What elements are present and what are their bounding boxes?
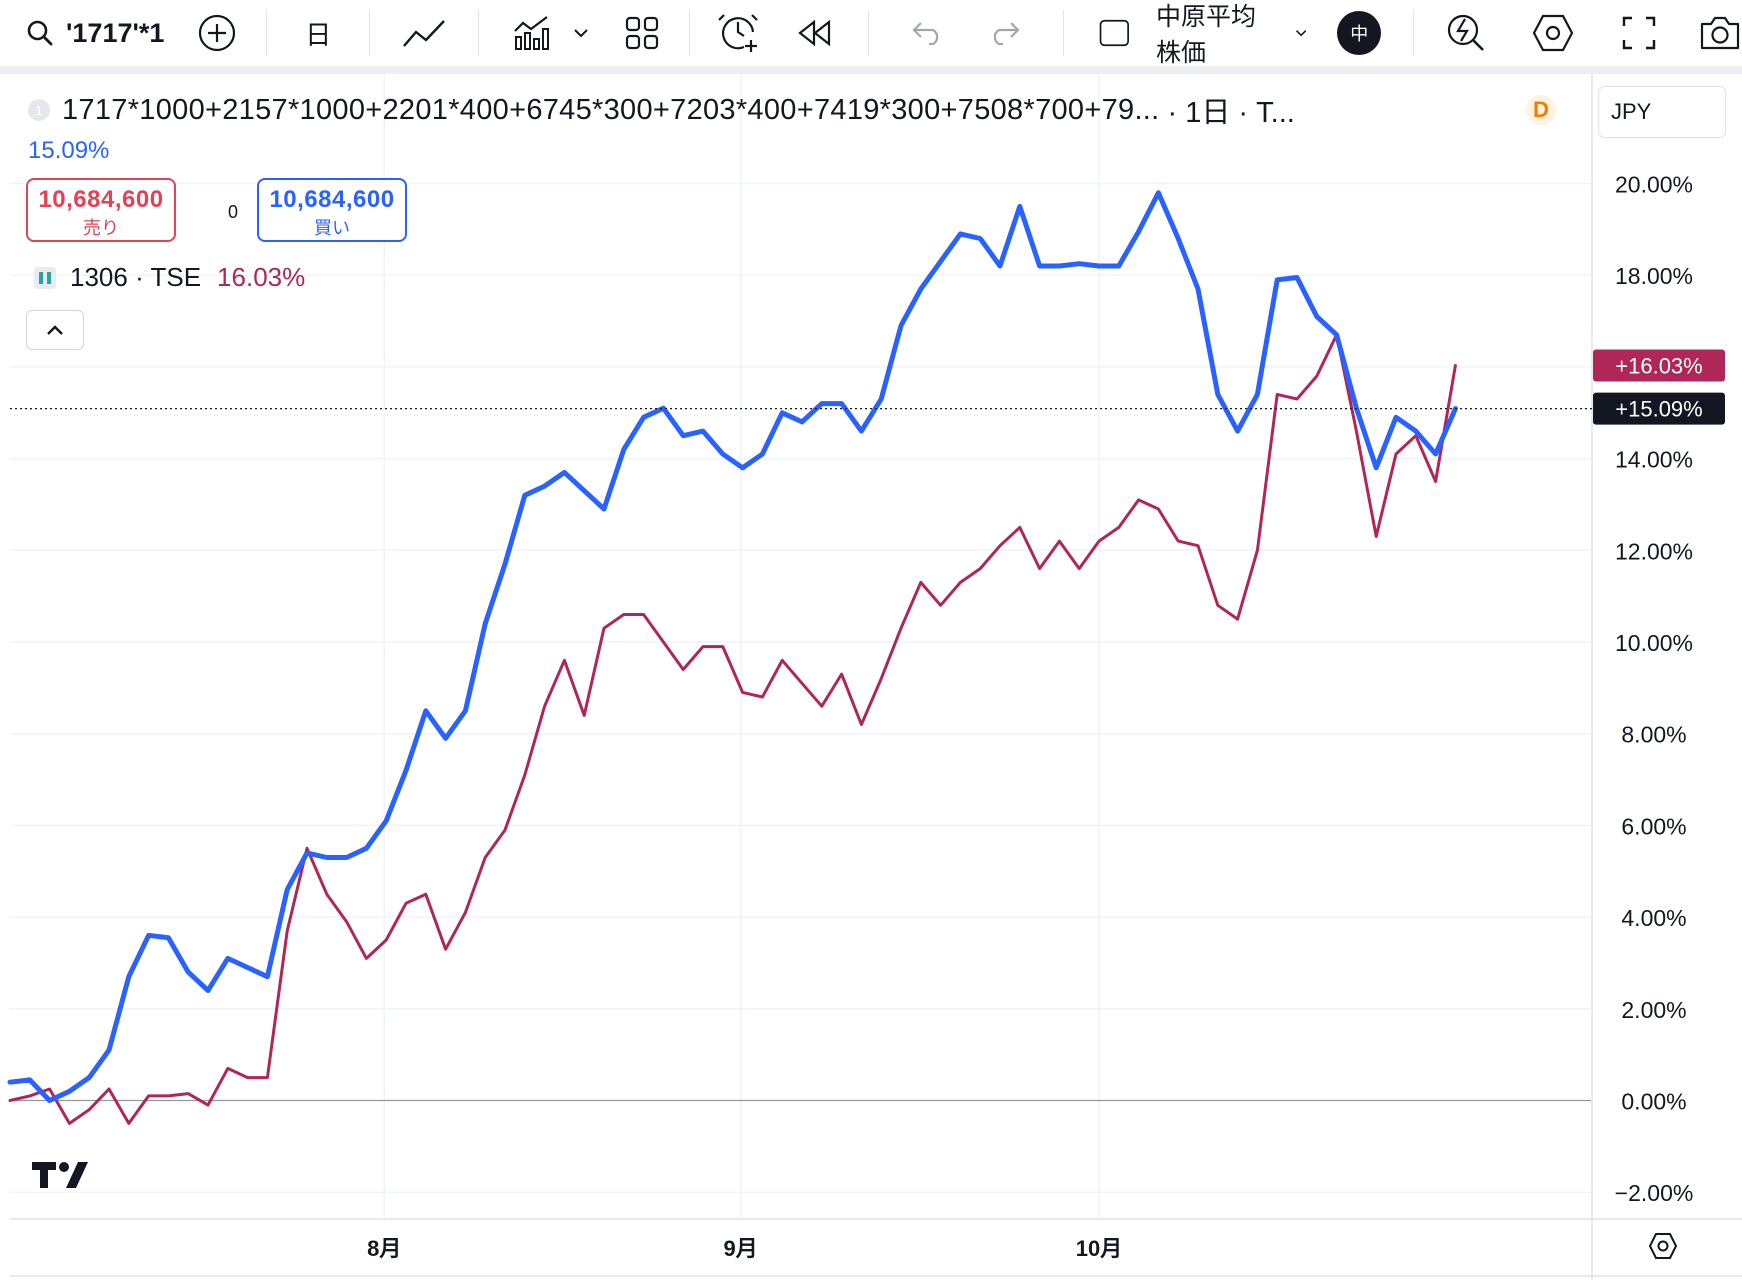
divider [867,10,869,56]
buy-label: 買い [314,218,350,238]
replay-button[interactable] [776,0,862,66]
y-tick-label: 4.00% [1621,905,1686,931]
indicators-button[interactable] [485,0,559,66]
line-chart-icon [403,20,445,47]
last-value-label-bg [1593,392,1725,425]
y-tick-label: 0.00% [1621,1089,1686,1115]
settings-button[interactable] [1508,0,1598,66]
main-series-line[interactable] [7,190,1458,1103]
x-tick-label: 10月 [1076,1236,1122,1261]
fullscreen-icon [1622,16,1656,50]
compare-percent: 16.03% [217,262,306,292]
chevron-down-icon [574,29,588,38]
top-toolbar: '1717'*1 日 中原平均株価 中 [0,0,1742,67]
x-tick-label: 9月 [723,1236,757,1261]
y-tick-label: 18.00% [1615,263,1693,289]
sell-price: 10,684,600 [38,186,164,213]
fullscreen-button[interactable] [1598,0,1680,66]
y-tick-label: 20.00% [1615,172,1693,198]
lightning-icon [1447,14,1484,51]
symbol-interval-exchange: · 1日 · T... [1167,97,1295,129]
y-tick-label: 10.00% [1615,630,1693,656]
sell-button[interactable]: 10,684,600 売り [26,178,176,242]
y-tick-label: −2.00% [1615,1180,1694,1206]
toolbar-divider-band [0,66,1742,74]
language-badge: 中 [1337,11,1382,55]
divider [1062,10,1064,56]
search-icon [27,20,53,46]
tradingview-logo-icon [32,1162,88,1188]
interval-label: 日 [305,19,332,50]
sell-label: 売り [83,218,119,238]
settings-icon [1648,1233,1678,1259]
symbol-search-text: '1717'*1 [66,17,165,48]
tradingview-logo [32,1160,94,1195]
last-value-label: +16.03% [1615,354,1702,379]
chart-type-button[interactable] [376,0,472,66]
y-tick-label: 12.00% [1615,538,1693,564]
currency-selector[interactable]: JPY [1598,86,1726,138]
layout-button[interactable] [613,0,683,66]
indicators-dropdown[interactable] [559,0,613,66]
index-selector[interactable]: 中原平均株価 [1069,0,1329,67]
main-series-percent: 15.09% [28,137,110,164]
screenshot-button[interactable] [1680,0,1742,66]
settings-icon [1532,14,1574,52]
price-scale-settings-button[interactable] [1648,1232,1678,1265]
symbol-number-badge: 1 [28,99,50,121]
redo-button[interactable] [967,0,1057,66]
quick-search-button[interactable] [1420,0,1508,66]
y-tick-label: 2.00% [1621,997,1686,1023]
symbol-search[interactable]: '1717'*1 [0,0,182,66]
buy-button[interactable]: 10,684,600 買い [257,178,407,242]
layout-grid-icon [625,16,658,50]
camera-icon [1700,16,1740,50]
spread-value: 0 [228,202,239,222]
delayed-data-badge[interactable]: D [1526,95,1556,125]
y-tick-label: 6.00% [1621,813,1686,839]
divider [369,10,371,56]
divider [478,10,479,56]
divider [266,10,268,56]
add-symbol-icon [199,14,236,52]
indicators-icon [514,16,549,50]
redo-icon [993,22,1020,45]
chevron-up-icon [47,325,63,335]
chevron-down-icon [1295,30,1307,37]
buy-price: 10,684,600 [269,186,395,213]
exchange-flag-icon [34,266,56,289]
chart-legend: 1 1717*1000+2157*1000+2201*400+6745*300+… [28,92,1295,129]
x-tick-label: 8月 [367,1236,401,1261]
divider [688,10,690,56]
y-tick-label: 14.00% [1615,447,1693,473]
interval-button[interactable]: 日 [273,0,363,66]
compare-symbol-row[interactable]: 1306 · TSE 16.03% [34,262,305,293]
add-symbol-button[interactable] [182,0,260,66]
last-value-label-bg [1593,349,1725,382]
y-tick-label: 8.00% [1621,722,1686,748]
compare-symbol: 1306 · TSE [70,262,202,292]
undo-icon [911,22,938,45]
alert-button[interactable] [696,0,776,66]
last-value-label: +15.09% [1615,397,1702,422]
replay-icon [797,20,830,46]
symbol-title[interactable]: 1717*1000+2157*1000+2201*400+6745*300+72… [62,93,1160,126]
language-button[interactable]: 中 [1329,0,1407,66]
alert-clock-icon [717,14,758,52]
legend-collapse-button[interactable] [26,310,84,350]
divider [1413,10,1414,56]
checkbox-icon [1100,19,1130,47]
compare-series-line[interactable] [8,333,1457,1125]
undo-button[interactable] [875,0,967,66]
index-label: 中原平均株価 [1155,3,1256,67]
